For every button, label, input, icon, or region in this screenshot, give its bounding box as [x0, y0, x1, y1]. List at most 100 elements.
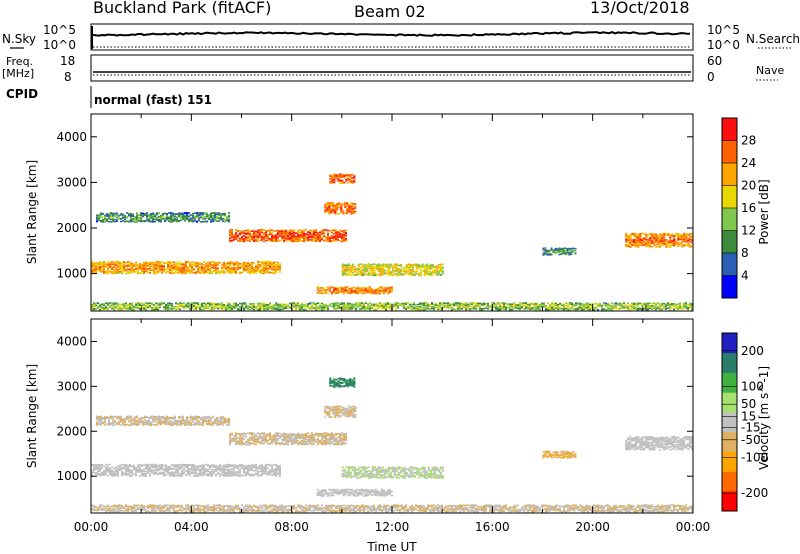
- power-echo-cell: [146, 216, 148, 218]
- power-echo-cell: [125, 266, 127, 268]
- power-echo-cell: [191, 304, 193, 306]
- power-echo-cell: [315, 305, 317, 308]
- power-echo-cell: [277, 229, 279, 232]
- power-echo-cell: [195, 272, 197, 274]
- power-echo-cell: [313, 236, 315, 238]
- power-echo-cell: [129, 265, 131, 267]
- power-echo-cell: [568, 247, 571, 250]
- power-echo-cell: [346, 211, 349, 214]
- power-echo-cell: [317, 231, 319, 234]
- power-echo-cell: [111, 272, 113, 275]
- power-echo-cell: [155, 261, 157, 263]
- power-echo-cell: [331, 237, 333, 239]
- power-echo-cell: [191, 264, 193, 267]
- power-echo-cell: [319, 234, 321, 236]
- power-echo-cell: [221, 271, 223, 274]
- power-echo-cell: [193, 305, 195, 307]
- power-echo-cell: [209, 305, 211, 307]
- power-echo-cell: [107, 272, 109, 274]
- power-echo-cell: [149, 272, 151, 274]
- power-echo-cell: [345, 308, 347, 310]
- power-echo-cell: [291, 302, 293, 304]
- power-echo-cell: [303, 306, 305, 308]
- power-echo-cell: [132, 219, 134, 222]
- power-echo-cell: [112, 213, 114, 216]
- power-echo-cell: [566, 251, 569, 253]
- power-echo-cell: [344, 212, 347, 215]
- power-echo-cell: [371, 268, 374, 270]
- power-echo-cell: [213, 262, 215, 265]
- power-echo-cell: [121, 267, 123, 269]
- power-echo-cell: [231, 308, 233, 310]
- power-echo-cell: [225, 307, 227, 310]
- power-echo-cell: [178, 220, 180, 223]
- power-echo-cell: [103, 267, 105, 269]
- power-echo-cell: [127, 307, 129, 310]
- power-echo-cell: [191, 307, 193, 309]
- power-echo-cell: [257, 302, 259, 305]
- power-echo-cell: [439, 270, 442, 273]
- power-echo-cell: [198, 214, 200, 217]
- power-echo-cell: [301, 304, 303, 307]
- power-echo-cell: [564, 247, 567, 249]
- power-echo-cell: [625, 232, 628, 235]
- power-echo-band: [316, 286, 393, 295]
- power-echo-cell: [297, 307, 299, 310]
- power-echo-cell: [342, 288, 345, 291]
- power-echo-cell: [635, 239, 638, 241]
- power-echo-cell: [180, 218, 182, 221]
- power-echo-cell: [245, 267, 247, 270]
- power-echo-cell: [647, 238, 650, 241]
- power-echo-cell: [91, 270, 93, 272]
- power-echo-cell: [319, 231, 321, 234]
- power-echo-cell: [375, 264, 378, 266]
- power-echo-cell: [351, 303, 353, 306]
- power-echo-cell: [228, 212, 230, 214]
- power-echo-cell: [372, 292, 375, 294]
- power-echo-cell: [437, 273, 440, 276]
- power-echo-cell: [373, 263, 376, 266]
- power-echo-cell: [237, 230, 239, 233]
- power-echo-cell: [345, 235, 347, 237]
- power-echo-cell: [109, 261, 111, 264]
- power-echo-cell: [96, 215, 98, 217]
- power-echo-cell: [335, 175, 338, 177]
- power-echo-cell: [542, 251, 545, 253]
- power-echo-cell: [568, 249, 571, 251]
- power-echo-cell: [663, 234, 666, 236]
- power-echo-cell: [189, 265, 191, 267]
- power-echo-cell: [287, 235, 289, 238]
- power-echo-cell: [421, 265, 424, 267]
- power-echo-cell: [197, 305, 199, 307]
- power-echo-cell: [285, 306, 287, 308]
- power-echo-cell: [168, 212, 170, 214]
- power-echo-cell: [331, 231, 333, 234]
- power-echo-cell: [170, 215, 172, 217]
- power-echo-cell: [127, 270, 129, 273]
- power-echo-cell: [659, 238, 662, 240]
- power-echo-cell: [411, 266, 414, 268]
- power-echo-cell: [208, 218, 210, 221]
- power-echo-cell: [210, 219, 212, 221]
- power-echo-cell: [174, 218, 176, 221]
- power-echo-cell: [107, 266, 109, 269]
- power-echo-cell: [311, 238, 313, 241]
- power-echo-cell: [295, 235, 297, 238]
- power-echo-cell: [227, 306, 229, 308]
- power-echo-cell: [216, 217, 218, 220]
- power-echo-cell: [157, 263, 159, 266]
- power-echo-cell: [255, 272, 257, 274]
- power-echo-cell: [224, 218, 226, 221]
- power-echo-cell: [166, 216, 168, 218]
- power-echo-cell: [197, 262, 199, 265]
- power-echo-cell: [659, 235, 662, 237]
- power-echo-cell: [253, 262, 255, 264]
- power-echo-cell: [109, 266, 111, 269]
- power-echo-cell: [275, 308, 277, 310]
- power-echo-cell: [348, 209, 351, 211]
- power-echo-cell: [683, 240, 686, 242]
- power-echo-cell: [328, 206, 331, 209]
- power-echo-cell: [149, 302, 151, 305]
- power-echo-cell: [247, 232, 249, 235]
- power-echo-cell: [151, 308, 153, 311]
